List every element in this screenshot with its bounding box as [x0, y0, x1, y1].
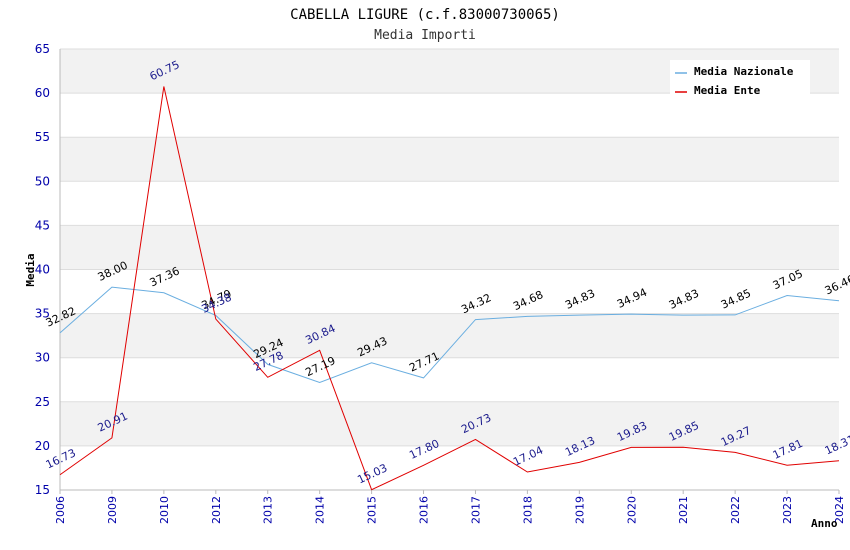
x-tick-label: 2006 [54, 496, 67, 524]
x-tick-label: 2017 [469, 496, 482, 524]
chart-title: CABELLA LIGURE (c.f.83000730065) [290, 7, 560, 23]
y-tick-label: 65 [35, 42, 50, 56]
data-label-nazionale: 36.46 [823, 272, 850, 297]
legend-label-ente: Media Ente [694, 84, 761, 97]
y-tick-labels: 15 20 25 30 35 40 45 50 55 60 65 [35, 42, 50, 497]
data-label-ente: 15.03 [355, 461, 389, 486]
x-tick-label: 2010 [158, 496, 171, 524]
x-tick-labels: 2006 2009 2010 2012 2013 2014 2015 2016 2017 2018… [54, 490, 846, 524]
x-tick-label: 2013 [262, 496, 275, 524]
y-tick-label: 20 [35, 439, 50, 453]
grid-band [60, 401, 839, 446]
y-tick-label: 25 [35, 395, 50, 409]
x-tick-label: 2020 [625, 496, 638, 524]
grid-band [60, 313, 839, 358]
data-label-nazionale: 34.68 [511, 288, 545, 313]
data-label-nazionale: 34.32 [459, 291, 493, 316]
x-tick-label: 2014 [314, 496, 327, 524]
data-label-nazionale: 34.83 [563, 287, 597, 312]
x-tick-label: 2022 [729, 496, 742, 524]
data-label-nazionale: 34.94 [615, 286, 649, 311]
data-label-nazionale: 34.83 [667, 287, 701, 312]
background-bands [60, 49, 839, 446]
y-tick-label: 30 [35, 351, 50, 365]
legend-box [670, 60, 810, 98]
series-line-nazionale [59, 286, 840, 384]
x-tick-label: 2021 [677, 496, 690, 524]
y-tick-label: 40 [35, 263, 50, 277]
y-axis-label: Media [24, 253, 37, 286]
y-tick-label: 45 [35, 218, 50, 232]
grid-band [60, 225, 839, 270]
series-lines [59, 86, 840, 491]
y-tick-label: 35 [35, 307, 50, 321]
x-tick-label: 2009 [106, 496, 119, 524]
data-label-nazionale: 37.05 [771, 267, 805, 292]
series-line-ente [59, 86, 840, 491]
gridlines [60, 48, 839, 491]
data-label-ente: 17.04 [511, 444, 545, 469]
data-label-nazionale: 34.85 [719, 287, 753, 312]
x-tick-label: 2024 [833, 496, 846, 524]
y-tick-label: 50 [35, 174, 50, 188]
x-tick-label: 2015 [366, 496, 379, 524]
y-tick-label: 55 [35, 130, 50, 144]
y-tick-label: 15 [35, 483, 50, 497]
y-tick-label: 60 [35, 86, 50, 100]
x-axis-label: Anno [811, 517, 838, 530]
legend-label-nazionale: Media Nazionale [694, 65, 794, 78]
grid-band [60, 137, 839, 182]
x-tick-label: 2019 [573, 496, 586, 524]
x-tick-label: 2023 [781, 496, 794, 524]
chart-subtitle: Media Importi [374, 28, 476, 43]
legend: Media Nazionale Media Ente [670, 60, 810, 98]
x-tick-label: 2018 [521, 496, 534, 524]
x-tick-label: 2016 [418, 496, 431, 524]
x-tick-label: 2012 [210, 496, 223, 524]
